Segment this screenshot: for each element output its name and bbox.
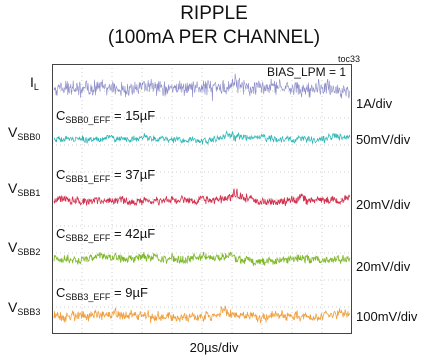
figure-id: toc33	[338, 54, 361, 64]
scope-plot: BIAS_LPM = 1	[52, 64, 352, 334]
cap-label-sbb3: CSBB3_EFF = 9µF	[56, 285, 148, 302]
channel-name-vsbb3: VSBB3	[8, 299, 41, 317]
scale-label-vsbb2: 20mV/div	[356, 259, 411, 274]
trace-il	[53, 73, 351, 102]
channel-name-vsbb1: VSBB1	[8, 180, 41, 198]
grid	[52, 64, 352, 334]
trace-vsbb2	[53, 251, 351, 267]
channel-name-vsbb0: VSBB0	[8, 124, 41, 142]
traces	[53, 73, 351, 324]
channel-name-vsbb2: VSBB2	[8, 239, 41, 257]
trace-vsbb1	[53, 188, 350, 207]
scale-label-vsbb1: 20mV/div	[356, 197, 411, 212]
scale-label-vsbb3: 100mV/div	[356, 309, 418, 324]
chart-title-line1: RIPPLE	[180, 3, 248, 24]
cap-label-sbb1: CSBB1_EFF = 37µF	[56, 167, 156, 184]
bias-label: BIAS_LPM = 1	[267, 65, 346, 79]
chart-title-line2: (100mA PER CHANNEL)	[107, 27, 321, 48]
cap-label-sbb0: CSBB0_EFF = 15µF	[56, 108, 156, 125]
scale-label-vsbb0: 50mV/div	[356, 132, 411, 147]
channel-name-il: IL	[30, 74, 39, 92]
cap-label-sbb2: CSBB2_EFF = 42µF	[56, 226, 156, 243]
bias-label-bg	[258, 65, 350, 79]
time-scale-label: 20µs/div	[189, 340, 239, 355]
trace-vsbb0	[53, 130, 351, 145]
scale-label-il: 1A/div	[356, 96, 393, 111]
plot-frame	[52, 64, 352, 334]
trace-vsbb3	[53, 305, 351, 324]
